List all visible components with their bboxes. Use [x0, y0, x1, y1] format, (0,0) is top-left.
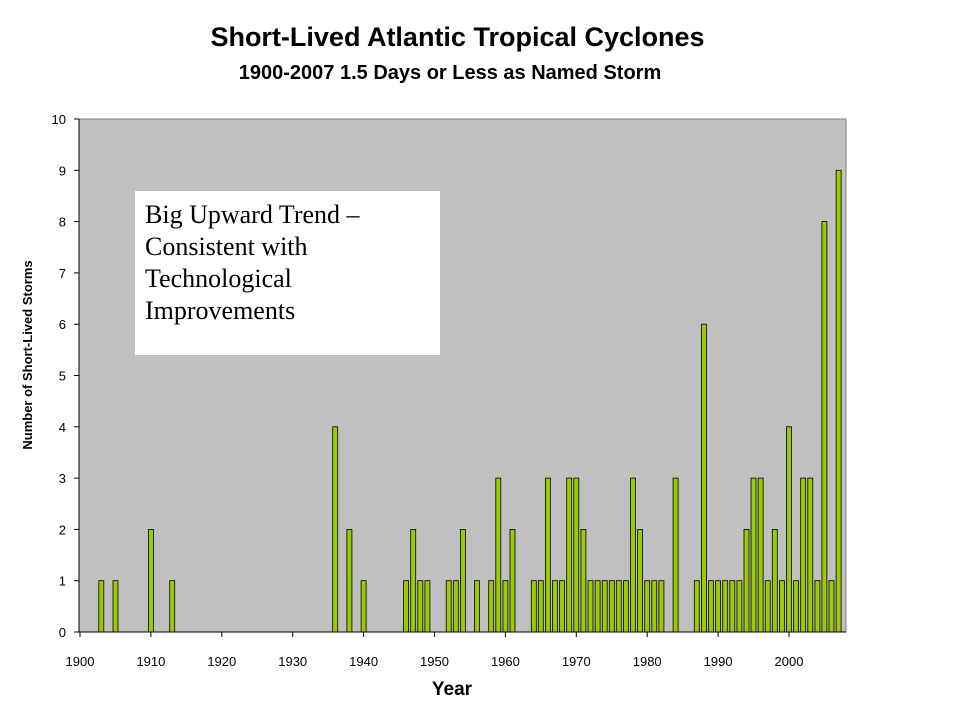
bar	[615, 580, 622, 633]
bar	[147, 529, 154, 633]
bar	[169, 580, 176, 633]
bar	[729, 580, 736, 633]
chart-title: Short-Lived Atlantic Tropical Cyclones	[210, 22, 705, 52]
bar	[722, 580, 729, 633]
bar	[786, 426, 792, 633]
bar	[701, 323, 707, 633]
bar	[736, 580, 743, 633]
bar	[403, 580, 410, 633]
bar	[474, 580, 480, 633]
y-tick-label: 0	[59, 625, 66, 640]
x-tick-label: 1960	[491, 654, 520, 669]
bar	[488, 580, 495, 633]
bar	[452, 580, 459, 633]
y-tick-label: 2	[59, 522, 66, 537]
y-tick-label: 7	[59, 266, 66, 281]
y-tick-label: 9	[59, 163, 66, 178]
bar	[417, 580, 424, 633]
bar	[779, 580, 785, 633]
bar	[601, 580, 608, 633]
bar	[502, 580, 509, 633]
bar	[750, 477, 757, 633]
y-tick-label: 1	[59, 574, 66, 589]
x-tick-label: 1950	[420, 654, 449, 669]
y-tick-label: 3	[59, 471, 66, 486]
bar	[495, 477, 502, 633]
bar	[445, 580, 452, 633]
bar	[566, 477, 573, 633]
bar	[828, 580, 835, 633]
bar	[346, 529, 353, 633]
bar	[814, 580, 821, 633]
chart-subtitle: 1900-2007 1.5 Days or Less as Named Stor…	[238, 62, 662, 84]
x-axis-label: Year	[432, 679, 473, 700]
bar	[708, 580, 714, 633]
bar	[658, 580, 665, 633]
bar	[651, 580, 658, 633]
bar	[112, 580, 119, 633]
x-tick-label: 1970	[562, 654, 591, 669]
y-tick-label: 6	[59, 317, 66, 332]
bar	[580, 529, 587, 633]
bar	[793, 580, 799, 633]
bar	[821, 221, 828, 633]
bar	[608, 580, 615, 633]
bar	[637, 529, 643, 633]
y-tick-label: 5	[59, 369, 66, 384]
x-tick-label: 1930	[278, 654, 307, 669]
bar	[693, 580, 700, 633]
bar	[545, 477, 551, 633]
bar	[573, 477, 580, 633]
x-tick-label: 1910	[136, 654, 165, 669]
x-tick-label: 1920	[207, 654, 236, 669]
bar	[594, 580, 601, 633]
x-tick-label: 2000	[775, 654, 804, 669]
trend-annotation: Big Upward Trend – Consistent with Techn…	[135, 191, 440, 355]
bar	[835, 169, 842, 633]
bar	[644, 580, 651, 633]
bar	[672, 477, 679, 633]
bar	[757, 477, 764, 633]
bar	[332, 426, 339, 633]
x-tick-label: 1980	[633, 654, 662, 669]
bar	[537, 580, 544, 633]
y-tick-label: 10	[52, 112, 66, 127]
bar	[807, 477, 814, 633]
bar	[715, 580, 721, 633]
x-tick-label: 1940	[349, 654, 378, 669]
bar	[509, 529, 516, 633]
bar	[424, 580, 431, 633]
bar	[587, 580, 594, 633]
bar	[98, 580, 105, 633]
bar	[552, 580, 558, 633]
bar	[771, 529, 778, 633]
bar	[764, 580, 771, 633]
y-tick-label: 8	[59, 215, 66, 230]
x-tick-label: 1900	[66, 654, 95, 669]
bar	[360, 580, 367, 633]
bar	[559, 580, 565, 633]
bar	[459, 529, 466, 633]
bar	[630, 477, 636, 633]
x-tick-label: 1990	[704, 654, 733, 669]
bar	[410, 529, 417, 633]
bar	[530, 580, 537, 633]
y-axis-label: Number of Short-Lived Storms	[20, 260, 35, 449]
bar	[623, 580, 629, 633]
bar	[800, 477, 807, 633]
bar	[743, 529, 750, 633]
y-tick-label: 4	[59, 420, 66, 435]
